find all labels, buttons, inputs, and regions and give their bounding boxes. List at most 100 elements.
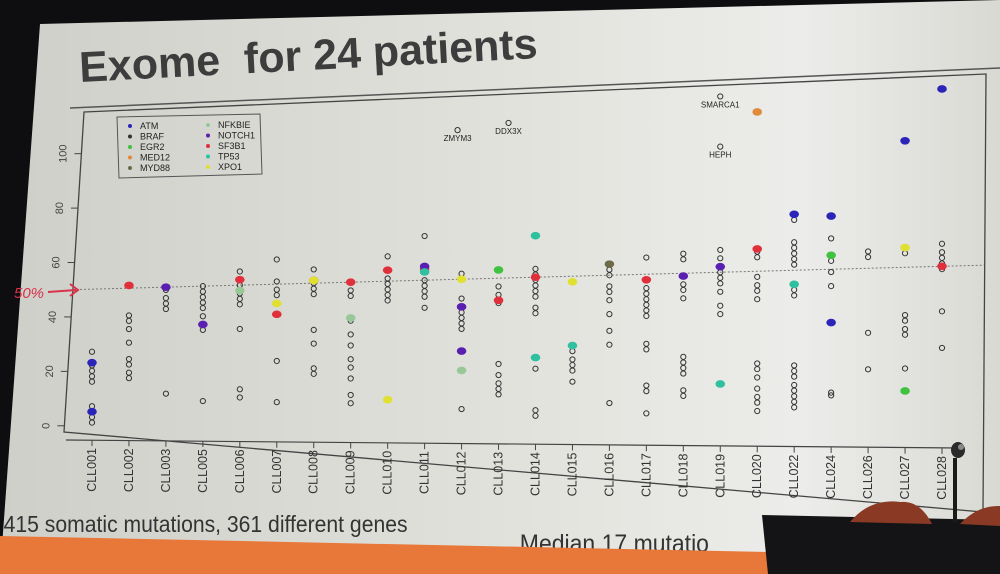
mutation-point xyxy=(199,397,206,405)
mutation-point xyxy=(754,296,761,303)
mutation-point xyxy=(938,308,946,315)
mutation-point xyxy=(606,399,613,407)
mutation-point xyxy=(347,375,354,382)
mutation-point xyxy=(606,297,613,304)
driver-point-nfkbie xyxy=(345,314,356,322)
driver-point-xpo1 xyxy=(567,277,578,286)
x-tick-label: CLL018 xyxy=(676,454,690,498)
mutation-point xyxy=(901,311,909,319)
mutation-point xyxy=(717,288,724,295)
mutation-point xyxy=(236,386,243,393)
x-tick-label: CLL020 xyxy=(750,454,764,498)
fifty-percent-label: 50% xyxy=(14,285,44,302)
mutation-point xyxy=(495,283,502,290)
mutation-point xyxy=(421,277,428,284)
y-axis: 0 20 40 60 80 100 xyxy=(40,144,82,429)
driver-point-notch1 xyxy=(161,283,171,291)
mutation-point xyxy=(717,311,724,318)
mutation-point xyxy=(532,365,539,372)
podium-dark xyxy=(762,515,1000,574)
x-tick-label: CLL015 xyxy=(565,452,579,496)
mutation-point xyxy=(754,282,761,289)
mutation-point xyxy=(347,391,354,399)
x-tick-label: CLL002 xyxy=(122,448,136,492)
driver-point-notch1 xyxy=(456,303,467,311)
driver-point-tp53 xyxy=(530,353,541,362)
mutation-point xyxy=(347,287,354,294)
mutation-point xyxy=(717,246,724,254)
y-tick-label: 20 xyxy=(44,365,56,377)
legend-label: ATM xyxy=(140,121,158,131)
mutation-point xyxy=(421,232,428,240)
arrow-head-icon xyxy=(69,283,80,297)
x-tick-label: CLL017 xyxy=(639,453,653,497)
x-tick-label: CLL027 xyxy=(898,456,912,500)
x-tick-label: CLL009 xyxy=(344,450,358,494)
gene-label: HEPH xyxy=(709,151,731,160)
x-tick-label: CLL016 xyxy=(602,453,616,497)
outlier-point xyxy=(505,119,512,127)
legend-swatch-braf xyxy=(128,134,132,139)
mutation-point xyxy=(532,265,539,273)
y-tick-label: 60 xyxy=(51,256,63,268)
footer-band xyxy=(0,536,770,574)
arrow-shaft-icon xyxy=(47,289,77,293)
mutation-point xyxy=(680,353,687,360)
x-tick-label: CLL019 xyxy=(713,454,727,498)
legend-swatch-med12 xyxy=(128,155,132,160)
x-tick-label: CLL028 xyxy=(935,456,949,500)
mutation-point xyxy=(125,325,133,333)
mutation-point xyxy=(606,327,613,334)
mutation-point xyxy=(347,400,354,407)
legend-label: MED12 xyxy=(140,153,170,163)
mutation-point xyxy=(680,295,687,302)
mutation-point xyxy=(680,387,687,394)
x-tick-label: CLL003 xyxy=(159,449,173,493)
x-tick-label: CLL012 xyxy=(455,451,469,495)
mutation-point xyxy=(199,313,206,320)
x-tick-label: CLL024 xyxy=(824,455,838,499)
mutation-point xyxy=(828,235,835,242)
driver-point-notch1 xyxy=(715,262,726,271)
legend-swatch-tp53 xyxy=(206,154,210,159)
driver-point-tp53 xyxy=(567,341,578,350)
legend-swatch-nfkbie xyxy=(206,123,210,127)
mutation-point xyxy=(901,365,909,372)
mutation-point xyxy=(864,248,872,255)
mutation-point xyxy=(569,356,576,363)
fifty-percent-annotation: 50% xyxy=(14,283,80,302)
mutation-point xyxy=(273,278,280,285)
x-axis: CLL001 CLL002 CLL003 CLL005 CLL006 CLL007 CLL0… xyxy=(65,439,961,500)
x-tick-label: CLL022 xyxy=(787,455,801,499)
mutation-point xyxy=(310,266,317,273)
y-tick-label: 0 xyxy=(40,423,52,429)
mutation-point xyxy=(938,344,946,352)
driver-point-tp53 xyxy=(789,280,799,289)
mutation-point xyxy=(125,339,133,346)
mutation-point xyxy=(384,253,391,260)
mutation-point xyxy=(495,371,502,379)
driver-point-atm xyxy=(826,212,836,220)
driver-point-notch1 xyxy=(678,272,689,280)
driver-point-notch1 xyxy=(198,320,208,329)
mutation-point xyxy=(791,381,798,389)
mutation-point xyxy=(273,399,280,406)
mutation-point xyxy=(347,356,354,363)
mutation-point xyxy=(938,240,946,247)
driver-point-sf3b1 xyxy=(345,278,356,286)
outlier-point xyxy=(454,127,461,134)
mutation-point xyxy=(680,250,687,257)
x-tick-label: CLL026 xyxy=(861,455,875,499)
driver-point-sf3b1 xyxy=(124,281,134,290)
mutation-point xyxy=(680,281,687,288)
gene-label: DDX3X xyxy=(495,127,522,136)
driver-point-sf3b1 xyxy=(641,276,652,284)
mutation-point xyxy=(495,380,502,387)
gene-label: ZMYM3 xyxy=(444,134,473,143)
mutation-point xyxy=(828,389,835,396)
driver-point-notch1 xyxy=(419,262,430,271)
x-tick-label: CLL010 xyxy=(381,451,395,495)
driver-point-atm xyxy=(937,85,947,93)
